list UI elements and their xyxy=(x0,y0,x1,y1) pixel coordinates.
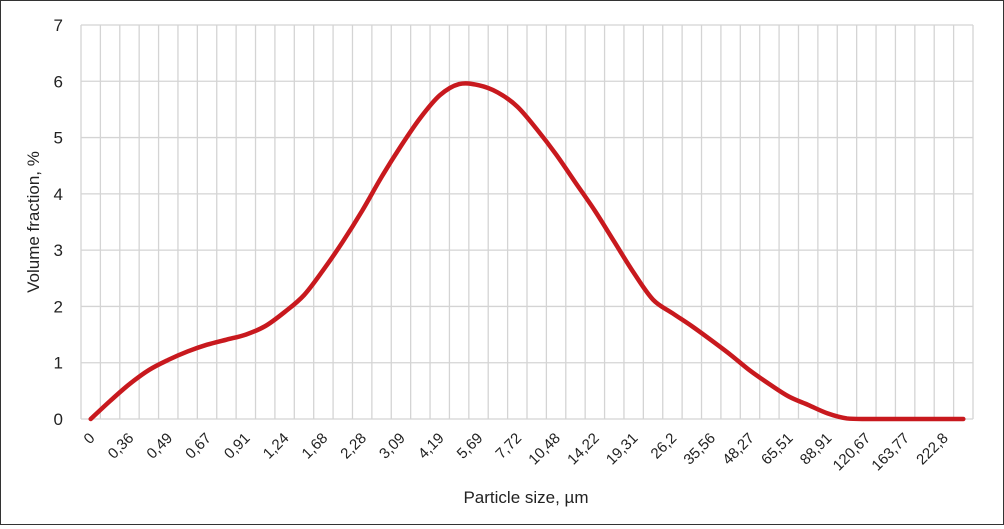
y-tick-label: 0 xyxy=(54,410,63,429)
x-tick-label: 26,2 xyxy=(648,430,681,463)
x-tick-label: 1,68 xyxy=(299,430,332,463)
x-tick-label: 5,69 xyxy=(454,430,487,463)
x-tick-label: 3,09 xyxy=(376,430,409,463)
x-tick-label: 4,19 xyxy=(415,430,448,463)
x-axis-title: Particle size, µm xyxy=(463,488,588,507)
x-tick-label: 0 xyxy=(81,430,99,448)
y-axis-title: Volume fraction, % xyxy=(24,151,43,293)
x-tick-label: 7,72 xyxy=(492,430,525,463)
y-tick-label: 1 xyxy=(54,354,63,373)
y-tick-label: 6 xyxy=(54,72,63,91)
x-tick-label: 120,67 xyxy=(830,430,874,474)
x-tick-label: 0,91 xyxy=(221,430,254,463)
x-tick-label: 48,27 xyxy=(719,430,758,469)
y-tick-label: 4 xyxy=(54,185,63,204)
x-tick-label: 0,49 xyxy=(143,430,176,463)
y-axis-ticks: 0 1 2 3 4 5 6 7 xyxy=(54,16,63,429)
y-tick-label: 5 xyxy=(54,129,63,148)
x-tick-label: 0,36 xyxy=(105,430,138,463)
y-tick-label: 2 xyxy=(54,297,63,316)
x-tick-label: 163,77 xyxy=(868,430,912,474)
x-tick-label: 65,51 xyxy=(758,430,797,469)
x-tick-label: 1,24 xyxy=(260,430,293,463)
x-tick-label: 35,56 xyxy=(680,430,719,469)
y-tick-label: 7 xyxy=(54,16,63,35)
x-tick-label: 14,22 xyxy=(564,430,603,469)
x-tick-label: 2,28 xyxy=(337,430,370,463)
x-axis-ticks: 0 0,36 0,49 0,67 0,91 1,24 1,68 2,28 3,09 4,19 5,6… xyxy=(81,430,952,474)
gridlines xyxy=(80,24,974,420)
x-tick-label: 222,8 xyxy=(913,430,952,469)
x-tick-label: 0,67 xyxy=(182,430,215,463)
x-tick-label: 19,31 xyxy=(603,430,642,469)
x-tick-label: 10,48 xyxy=(525,430,564,469)
y-tick-label: 3 xyxy=(54,241,63,260)
series-line xyxy=(88,81,966,422)
